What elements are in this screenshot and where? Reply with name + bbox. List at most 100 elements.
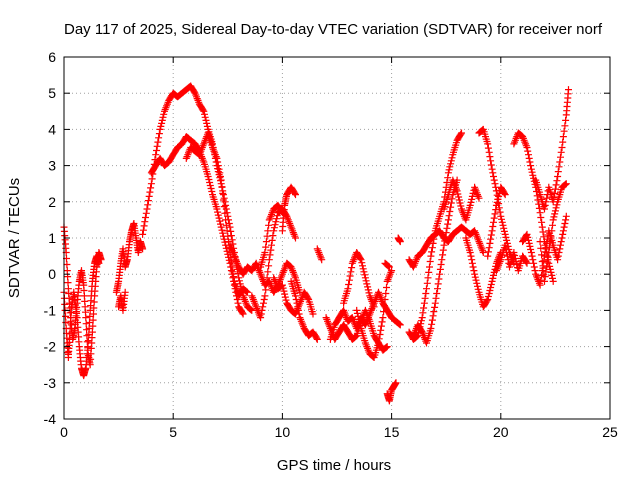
data-point bbox=[552, 181, 560, 189]
data-point bbox=[262, 243, 270, 251]
data-point bbox=[454, 190, 462, 198]
data-point bbox=[139, 230, 147, 238]
data-point bbox=[494, 195, 502, 203]
data-point bbox=[144, 201, 152, 209]
data-point bbox=[501, 191, 509, 199]
data-point bbox=[560, 127, 568, 135]
data-point bbox=[379, 314, 387, 322]
data-point bbox=[444, 174, 452, 182]
data-point bbox=[426, 258, 434, 265]
data-point bbox=[259, 303, 267, 311]
data-point bbox=[471, 273, 479, 281]
data-point bbox=[536, 209, 544, 217]
x-tick-label: 25 bbox=[602, 424, 618, 440]
data-point bbox=[539, 264, 547, 272]
data-point bbox=[446, 163, 454, 171]
data-point bbox=[229, 268, 237, 276]
data-point bbox=[444, 220, 452, 228]
data-point bbox=[359, 265, 367, 273]
data-point bbox=[121, 288, 129, 296]
data-point bbox=[554, 256, 562, 264]
data-point bbox=[495, 192, 503, 200]
data-point bbox=[82, 314, 90, 322]
data-point bbox=[444, 169, 452, 177]
data-point bbox=[157, 122, 165, 130]
data-point bbox=[345, 276, 353, 284]
data-point bbox=[441, 237, 449, 245]
data-point bbox=[281, 290, 289, 298]
data-point bbox=[272, 218, 280, 226]
data-point bbox=[559, 138, 567, 146]
data-point bbox=[487, 235, 495, 243]
data-point bbox=[537, 214, 545, 221]
data-point bbox=[292, 191, 299, 199]
data-point bbox=[436, 265, 444, 273]
data-point bbox=[160, 110, 168, 118]
data-point bbox=[219, 189, 227, 197]
data-point bbox=[364, 283, 372, 291]
data-point bbox=[439, 251, 447, 259]
x-tick-label: 10 bbox=[275, 424, 291, 440]
data-point bbox=[527, 165, 535, 173]
data-point bbox=[304, 294, 312, 302]
data-point bbox=[215, 214, 223, 222]
data-point bbox=[453, 187, 461, 195]
y-axis-label: SDTVAR / TECUs bbox=[6, 178, 23, 298]
data-point bbox=[264, 227, 272, 235]
data-point bbox=[456, 199, 464, 207]
data-point bbox=[217, 173, 224, 180]
data-point bbox=[537, 244, 545, 252]
data-point bbox=[86, 312, 94, 320]
data-point bbox=[143, 205, 151, 213]
data-point bbox=[528, 252, 536, 260]
data-point bbox=[353, 309, 361, 317]
y-tick-label: -1 bbox=[44, 302, 57, 318]
data-point bbox=[347, 268, 355, 276]
data-point bbox=[148, 175, 156, 183]
data-point bbox=[548, 227, 556, 235]
data-point bbox=[270, 227, 278, 235]
data-point bbox=[489, 169, 497, 177]
data-point bbox=[503, 249, 511, 256]
data-point bbox=[203, 122, 211, 130]
data-point bbox=[263, 274, 271, 282]
data-point bbox=[470, 267, 478, 275]
data-point bbox=[417, 327, 425, 335]
data-point bbox=[553, 201, 561, 209]
data-point bbox=[230, 273, 238, 281]
data-point bbox=[356, 322, 364, 329]
data-point bbox=[562, 216, 570, 224]
data-point bbox=[559, 230, 567, 238]
data-point bbox=[562, 180, 570, 188]
y-tick-label: -4 bbox=[44, 411, 57, 427]
data-point bbox=[445, 212, 453, 220]
data-point bbox=[221, 209, 229, 217]
x-tick-label: 15 bbox=[384, 424, 400, 440]
data-point bbox=[531, 267, 539, 275]
data-point bbox=[61, 300, 69, 308]
data-point bbox=[309, 310, 317, 318]
data-point bbox=[522, 258, 530, 266]
data-point bbox=[431, 299, 439, 307]
data-point bbox=[486, 287, 494, 294]
data-point bbox=[156, 125, 164, 133]
data-point bbox=[141, 218, 149, 226]
data-point bbox=[486, 153, 494, 161]
data-point bbox=[222, 216, 230, 224]
data-point bbox=[218, 183, 226, 191]
data-point bbox=[63, 267, 71, 275]
data-point bbox=[361, 271, 369, 279]
data-point bbox=[219, 229, 227, 237]
data-point bbox=[215, 165, 223, 173]
data-point bbox=[234, 299, 242, 307]
data-point bbox=[424, 274, 432, 282]
data-point bbox=[549, 274, 556, 282]
data-point bbox=[213, 205, 221, 213]
data-point bbox=[501, 230, 509, 238]
data-point bbox=[222, 201, 230, 209]
data-point bbox=[264, 268, 272, 276]
data-point bbox=[549, 277, 557, 285]
data-point bbox=[491, 210, 499, 218]
data-point bbox=[555, 163, 563, 171]
